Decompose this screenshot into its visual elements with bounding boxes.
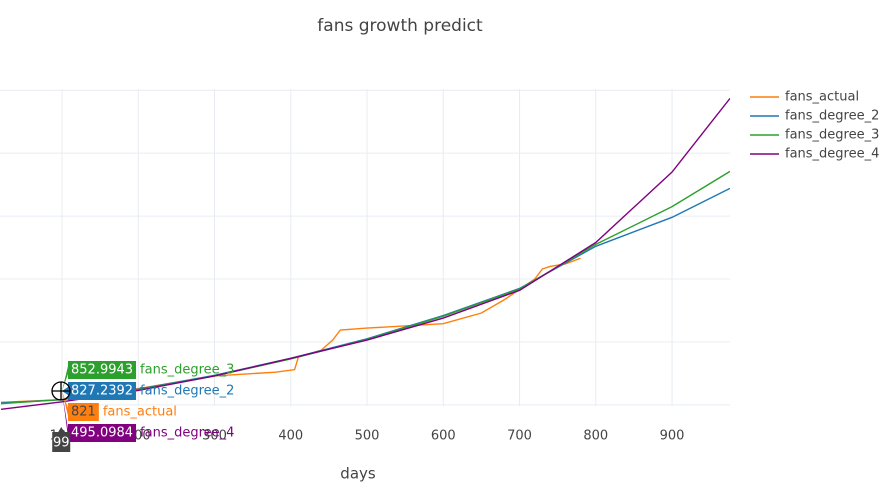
hover-pointer bbox=[62, 391, 68, 437]
x-axis-title: days bbox=[340, 465, 376, 483]
x-tick-label: 600 bbox=[431, 429, 456, 444]
hover-box bbox=[68, 403, 99, 421]
hover-box bbox=[68, 424, 137, 442]
x-tick-label: 800 bbox=[583, 429, 608, 444]
legend-label: fans_degree_3 bbox=[785, 128, 879, 143]
hover-box bbox=[68, 361, 137, 379]
x-tick-label: 300 bbox=[202, 429, 227, 444]
hover-name: fans_degree_4 bbox=[140, 426, 234, 441]
hover-box bbox=[68, 382, 137, 400]
hover-name: fans_degree_3 bbox=[140, 363, 234, 378]
chart-title: fans growth predict bbox=[317, 16, 483, 36]
x-tick-label: 700 bbox=[507, 429, 532, 444]
legend-label: fans_degree_4 bbox=[785, 147, 879, 162]
hover-value: 495.0984 bbox=[71, 426, 133, 441]
x-tick-label: 900 bbox=[660, 429, 685, 444]
hover-name: fans_degree_2 bbox=[140, 384, 234, 399]
legend-label: fans_degree_2 bbox=[785, 109, 879, 124]
x-tick-label: 500 bbox=[355, 429, 380, 444]
hover-value: 852.9943 bbox=[71, 363, 133, 378]
hover-pointer bbox=[62, 366, 68, 391]
x-hover-box bbox=[52, 427, 71, 452]
hover-pointer bbox=[62, 391, 68, 416]
hover-value: 821 bbox=[71, 405, 96, 420]
legend-label: fans_actual bbox=[785, 90, 859, 105]
hover-value: 827.2392 bbox=[71, 384, 133, 399]
x-tick-label: 400 bbox=[278, 429, 303, 444]
x-hover-label: 99 bbox=[53, 436, 70, 451]
hover-name: fans_actual bbox=[103, 405, 177, 420]
cursor-cross bbox=[52, 382, 70, 400]
